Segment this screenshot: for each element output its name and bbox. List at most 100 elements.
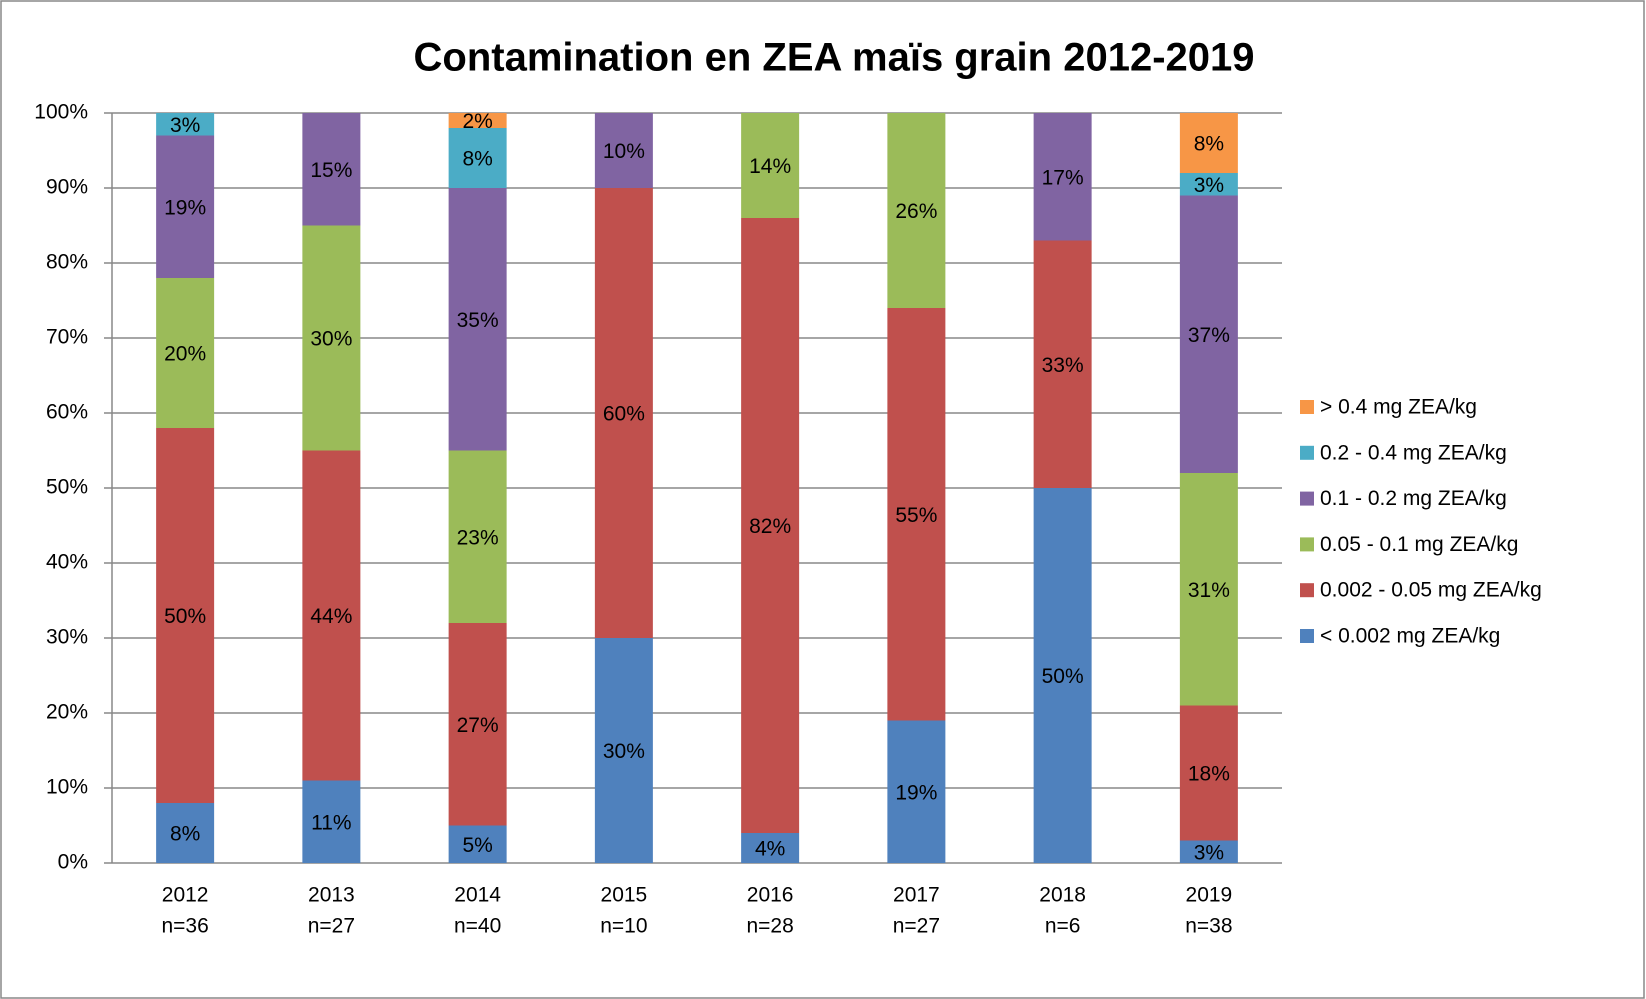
bar-segment: [302, 113, 361, 226]
bar-segment: [156, 278, 215, 428]
x-tick-label: 2016: [747, 884, 794, 907]
x-tick-sublabel: n=40: [454, 915, 501, 938]
x-tick-label: 2015: [601, 884, 648, 907]
bar-segment: [302, 780, 361, 863]
data-label: 3%: [1194, 174, 1224, 197]
x-tick-sublabel: n=10: [600, 915, 647, 938]
data-label: 26%: [895, 200, 937, 223]
legend-label: 0.05 - 0.1 mg ZEA/kg: [1320, 533, 1518, 556]
data-label: 3%: [1194, 841, 1224, 864]
data-label: 44%: [310, 605, 352, 628]
x-tick-label: 2012: [162, 884, 209, 907]
data-label: 15%: [310, 159, 352, 182]
legend-label: 0.002 - 0.05 mg ZEA/kg: [1320, 579, 1542, 602]
data-label: 27%: [457, 714, 499, 737]
legend-label: > 0.4 mg ZEA/kg: [1320, 396, 1477, 419]
bar-segment: [448, 113, 507, 128]
bar-segment: [1179, 113, 1238, 173]
y-tick-label: 0%: [58, 851, 88, 874]
x-tick-sublabel: n=27: [893, 915, 940, 938]
data-label: 10%: [603, 140, 645, 163]
bar-segment: [741, 113, 800, 218]
bar-segment: [448, 450, 507, 623]
bar-segment: [448, 128, 507, 188]
x-tick-sublabel: n=6: [1045, 915, 1081, 938]
y-tick-label: 80%: [46, 251, 88, 274]
data-label: 8%: [1194, 133, 1224, 156]
bar-segment: [302, 450, 361, 781]
bar-segment: [594, 188, 653, 638]
data-label: 4%: [755, 838, 785, 861]
legend-swatch: [1300, 537, 1314, 552]
bar-segment: [887, 308, 946, 721]
bar-segment: [1179, 705, 1238, 841]
bar-segment: [1179, 195, 1238, 473]
y-tick-label: 60%: [46, 401, 88, 424]
bar-segment: [302, 225, 361, 451]
y-tick-label: 70%: [46, 326, 88, 349]
bar-segment: [1179, 173, 1238, 196]
x-tick-label: 2014: [454, 884, 501, 907]
bar-segment: [448, 188, 507, 451]
y-tick-label: 100%: [34, 101, 88, 124]
y-tick-label: 50%: [46, 476, 88, 499]
bar-segment: [156, 135, 215, 278]
data-label: 35%: [457, 309, 499, 332]
data-label: 11%: [311, 811, 351, 834]
data-label: 19%: [895, 781, 937, 804]
data-label: 50%: [1042, 665, 1084, 688]
bar-segment: [156, 428, 215, 803]
x-tick-label: 2017: [893, 884, 940, 907]
data-label: 8%: [170, 823, 200, 846]
legend-label: 0.2 - 0.4 mg ZEA/kg: [1320, 441, 1507, 464]
legend-swatch: [1300, 400, 1314, 414]
x-tick-sublabel: n=28: [746, 915, 793, 938]
legend-swatch: [1300, 629, 1314, 643]
data-label: 50%: [164, 605, 206, 628]
data-label: 8%: [462, 148, 492, 171]
y-tick-label: 40%: [46, 551, 88, 574]
bar-segment: [156, 113, 215, 136]
chart-title: Contamination en ZEA maïs grain 2012-201…: [414, 36, 1255, 80]
bar-segment: [594, 113, 653, 188]
x-tick-label: 2018: [1039, 884, 1086, 907]
data-label: 30%: [310, 328, 352, 351]
data-label: 55%: [895, 504, 937, 527]
y-tick-label: 90%: [46, 176, 88, 199]
bar-segment: [1033, 488, 1092, 863]
data-label: 20%: [164, 343, 206, 366]
bar-segment: [887, 720, 946, 863]
bar-segment: [1033, 240, 1092, 488]
legend-swatch: [1300, 583, 1314, 598]
y-tick-label: 30%: [46, 626, 88, 649]
bar-segment: [448, 825, 507, 863]
data-label: 5%: [462, 834, 492, 857]
bar-segment: [1179, 840, 1238, 863]
data-label: 23%: [457, 526, 499, 549]
bar-segment: [156, 803, 215, 863]
data-label: 19%: [164, 196, 206, 219]
bar-segment: [1179, 473, 1238, 706]
data-label: 17%: [1042, 166, 1084, 189]
data-label: 31%: [1188, 579, 1230, 602]
data-label: 37%: [1188, 324, 1230, 347]
data-label: 60%: [603, 403, 645, 426]
bar-segment: [448, 623, 507, 826]
y-tick-label: 10%: [46, 776, 88, 799]
x-tick-sublabel: n=27: [308, 915, 355, 938]
data-label: 2%: [462, 110, 492, 133]
bar-segment: [594, 638, 653, 863]
data-label: 33%: [1042, 354, 1084, 377]
x-tick-label: 2019: [1186, 884, 1233, 907]
legend-label: < 0.002 mg ZEA/kg: [1320, 625, 1500, 648]
x-tick-sublabel: n=36: [161, 915, 208, 938]
legend-swatch: [1300, 445, 1314, 460]
data-label: 30%: [603, 740, 645, 763]
bar-segment: [887, 113, 946, 308]
bar-segment: [741, 833, 800, 863]
data-label: 3%: [170, 114, 200, 137]
x-tick-sublabel: n=38: [1185, 915, 1232, 938]
y-tick-label: 20%: [46, 701, 88, 724]
